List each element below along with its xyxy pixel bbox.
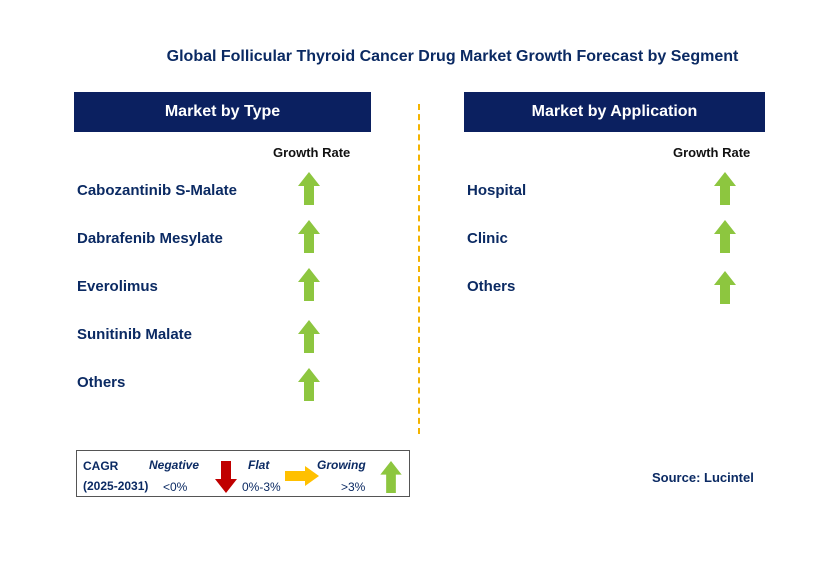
growing-arrow-icon xyxy=(714,172,736,205)
application-item-label: Clinic xyxy=(467,230,508,247)
type-item-label: Others xyxy=(77,374,126,391)
growing-arrow-icon xyxy=(298,268,320,301)
market-by-application-header: Market by Application xyxy=(464,92,765,132)
legend-flat-label: Flat xyxy=(248,458,270,472)
legend-growing-range: >3% xyxy=(341,480,366,494)
type-item-label: Dabrafenib Mesylate xyxy=(77,230,223,247)
right-growth-rate-label: Growth Rate xyxy=(673,145,751,160)
source-note: Source: Lucintel xyxy=(652,470,754,485)
legend-period: (2025-2031) xyxy=(83,479,149,493)
legend-cagr-label: CAGR xyxy=(83,459,119,473)
growing-arrow-icon xyxy=(298,320,320,353)
legend-negative-range: <0% xyxy=(163,480,188,494)
chart-title: Global Follicular Thyroid Cancer Drug Ma… xyxy=(166,48,739,65)
flat-arrow-icon xyxy=(285,466,319,486)
application-item-label: Others xyxy=(467,278,516,295)
application-item-label: Hospital xyxy=(467,182,527,199)
type-item-label: Everolimus xyxy=(77,278,158,295)
type-item-label: Sunitinib Malate xyxy=(77,326,193,343)
growing-arrow-icon xyxy=(714,220,736,253)
legend-negative-label: Negative xyxy=(149,458,200,472)
negative-arrow-icon xyxy=(215,461,237,493)
growing-arrow-icon xyxy=(298,368,320,401)
growing-arrow-icon xyxy=(298,220,320,253)
type-item-label: Cabozantinib S-Malate xyxy=(77,182,238,199)
growing-arrow-icon xyxy=(380,461,402,493)
cagr-legend: CAGR (2025-2031) Negative <0% Flat 0%-3%… xyxy=(76,450,410,497)
legend-growing-label: Growing xyxy=(317,458,366,472)
growing-arrow-icon xyxy=(714,271,736,304)
market-by-type-header: Market by Type xyxy=(74,92,371,132)
panel-divider xyxy=(418,104,420,434)
left-growth-rate-label: Growth Rate xyxy=(273,145,351,160)
legend-flat-range: 0%-3% xyxy=(242,480,281,494)
growing-arrow-icon xyxy=(298,172,320,205)
